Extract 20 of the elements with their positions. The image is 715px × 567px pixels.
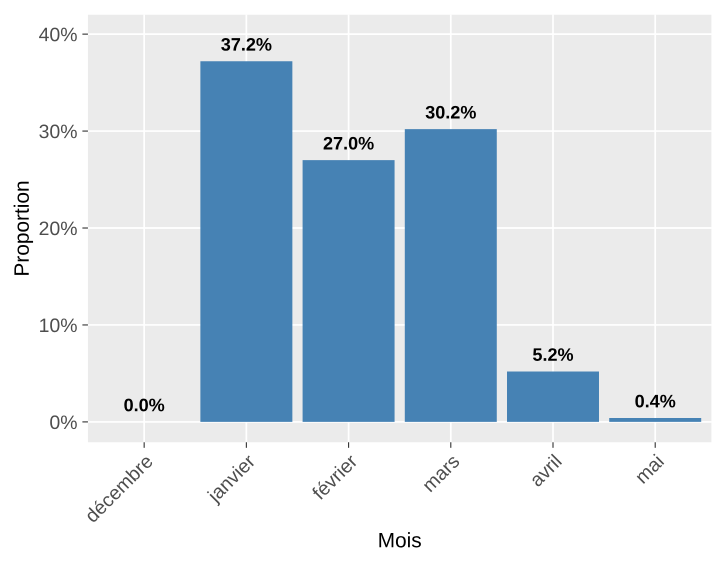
y-axis-title: Proportion — [14, 182, 34, 275]
x-axis-title: Mois — [379, 532, 421, 548]
data-label: 0.4% — [635, 394, 676, 408]
y-tick-label: 20% — [40, 221, 77, 236]
x-tick-label: mai — [634, 454, 664, 484]
bar — [507, 371, 599, 422]
bar — [609, 418, 702, 422]
y-tick-label: 10% — [40, 318, 77, 332]
data-label: 5.2% — [532, 348, 574, 361]
y-tick-label: 30% — [39, 124, 77, 138]
y-tick-label: 40% — [39, 28, 77, 42]
x-tick-label: avril — [528, 454, 562, 488]
y-tick-label: 0% — [50, 415, 77, 430]
data-label: 30.2% — [426, 106, 476, 119]
data-label: 27.0% — [324, 136, 374, 150]
bar — [404, 129, 497, 422]
data-label: 0.0% — [124, 398, 164, 412]
bar — [302, 160, 395, 422]
data-label: 37.2% — [221, 38, 272, 51]
bar — [200, 61, 292, 422]
